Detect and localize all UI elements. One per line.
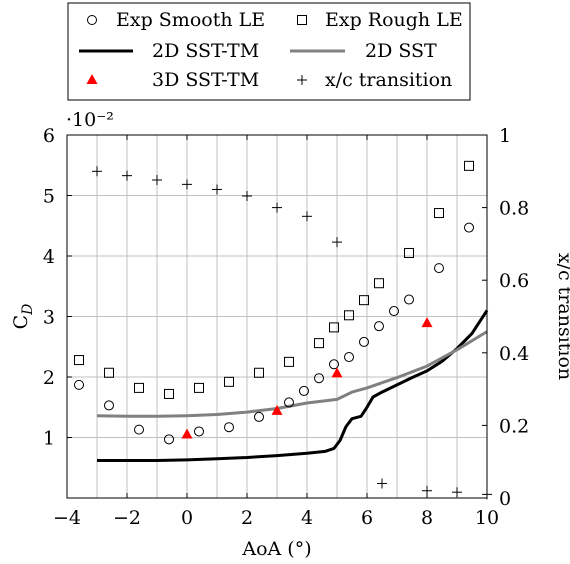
point-3d-sst-tm	[331, 367, 343, 378]
point-exp-rough-le	[224, 376, 234, 387]
point-exp-rough-le	[74, 355, 84, 366]
point-x-c-transition	[272, 202, 282, 213]
legend-swatch-x-c-transition	[297, 75, 307, 85]
point-x-c-transition	[212, 184, 222, 195]
y-right-tick-label: 0.6	[499, 270, 529, 292]
point-exp-smooth-le	[314, 373, 324, 384]
point-exp-rough-le	[404, 247, 414, 258]
point-exp-rough-le	[164, 388, 174, 399]
point-x-c-transition	[182, 179, 192, 190]
y-left-tick-label: 2	[43, 367, 55, 389]
point-exp-rough-le	[374, 278, 384, 289]
point-exp-smooth-le	[464, 222, 474, 233]
point-exp-smooth-le	[344, 352, 354, 363]
x-tick-label: −2	[113, 507, 141, 529]
point-3d-sst-tm	[181, 428, 193, 439]
axes: −4 −2 0 2 4 6 8 1012345600.20.40.60.81·10⁻²AoA …	[10, 109, 570, 560]
legend-label-2d-sst: 2D SST	[365, 40, 437, 62]
point-exp-rough-le	[464, 160, 474, 171]
y-left-tick-label: 4	[43, 246, 55, 268]
series-line-2d-sst	[96, 330, 488, 418]
legend-label-exp-smooth-le: Exp Smooth LE	[116, 9, 265, 31]
y-right-tick-label: 0	[499, 488, 511, 510]
point-exp-rough-le	[284, 356, 294, 367]
point-x-c-transition	[242, 190, 252, 201]
point-exp-smooth-le	[299, 385, 309, 396]
legend: Exp Smooth LE Exp Rough LE 2D SST-TM 2D SST…	[67, 2, 471, 101]
x-tick-label: 2	[241, 507, 253, 529]
series-line-2d-sst-tm	[97, 309, 489, 462]
point-exp-smooth-le	[254, 411, 264, 422]
point-x-c-transition	[92, 166, 102, 177]
legend-label-x-c-transition: x/c transition	[325, 69, 452, 91]
point-exp-smooth-le	[374, 321, 384, 332]
legend-swatch-exp-rough-le	[297, 15, 307, 25]
x-tick-label: 0	[181, 507, 193, 529]
x-tick-label: 4	[301, 507, 313, 529]
y-right-tick-label: 1	[499, 125, 511, 147]
point-x-c-transition	[377, 478, 387, 489]
y-left-tick-label: 3	[43, 307, 55, 329]
x-tick-label: 6	[361, 507, 373, 529]
legend-swatch-3d-sst-tm	[86, 74, 98, 84]
y-left-tick-label: 6	[43, 125, 55, 147]
point-exp-rough-le	[434, 208, 444, 219]
x-axis-label: AoA (°)	[241, 538, 311, 560]
gridlines	[67, 135, 487, 498]
y-right-tick-label: 0.8	[499, 198, 529, 220]
point-exp-smooth-le	[434, 263, 444, 274]
point-exp-smooth-le	[359, 336, 369, 347]
legend-box	[67, 2, 471, 101]
point-x-c-transition	[152, 175, 162, 186]
point-exp-rough-le	[134, 382, 144, 393]
point-exp-smooth-le	[224, 422, 234, 433]
point-3d-sst-tm	[421, 317, 433, 328]
point-exp-rough-le	[359, 295, 369, 306]
point-exp-rough-le	[344, 310, 354, 321]
point-x-c-transition	[332, 237, 342, 248]
point-exp-rough-le	[329, 322, 339, 333]
point-x-c-transition	[452, 487, 462, 498]
legend-swatch-exp-smooth-le	[87, 15, 97, 25]
point-exp-smooth-le	[389, 306, 399, 317]
point-x-c-transition	[122, 170, 132, 181]
point-exp-smooth-le	[134, 424, 144, 435]
point-exp-smooth-le	[194, 426, 204, 437]
y-left-axis-label-sub: D	[20, 304, 36, 316]
point-exp-smooth-le	[404, 294, 414, 305]
point-exp-smooth-le	[74, 379, 84, 390]
y-left-tick-label: 5	[43, 186, 55, 208]
point-exp-rough-le	[104, 367, 114, 378]
plot-content	[74, 160, 492, 500]
point-exp-smooth-le	[104, 400, 114, 411]
point-3d-sst-tm	[271, 404, 283, 415]
point-x-c-transition	[302, 211, 312, 222]
y-left-tick-label: 1	[43, 428, 55, 450]
x-tick-label: 10	[475, 507, 499, 529]
point-exp-smooth-le	[329, 359, 339, 370]
point-exp-rough-le	[194, 382, 204, 393]
legend-label-2d-sst-tm: 2D SST-TM	[152, 40, 259, 62]
point-exp-smooth-le	[164, 434, 174, 445]
point-exp-rough-le	[254, 367, 264, 378]
point-exp-smooth-le	[284, 397, 294, 408]
y-left-axis-label: CD	[10, 304, 36, 330]
y-left-scale-label: ·10⁻²	[66, 109, 114, 131]
x-tick-label: 8	[421, 507, 433, 529]
legend-label-3d-sst-tm: 3D SST-TM	[152, 69, 259, 91]
point-exp-rough-le	[314, 338, 324, 349]
y-right-tick-label: 0.4	[499, 343, 529, 365]
x-tick-label: −4	[53, 507, 81, 529]
y-right-axis-label: x/c transition	[554, 253, 570, 380]
legend-label-exp-rough-le: Exp Rough LE	[325, 9, 463, 31]
y-right-tick-label: 0.2	[499, 415, 529, 437]
